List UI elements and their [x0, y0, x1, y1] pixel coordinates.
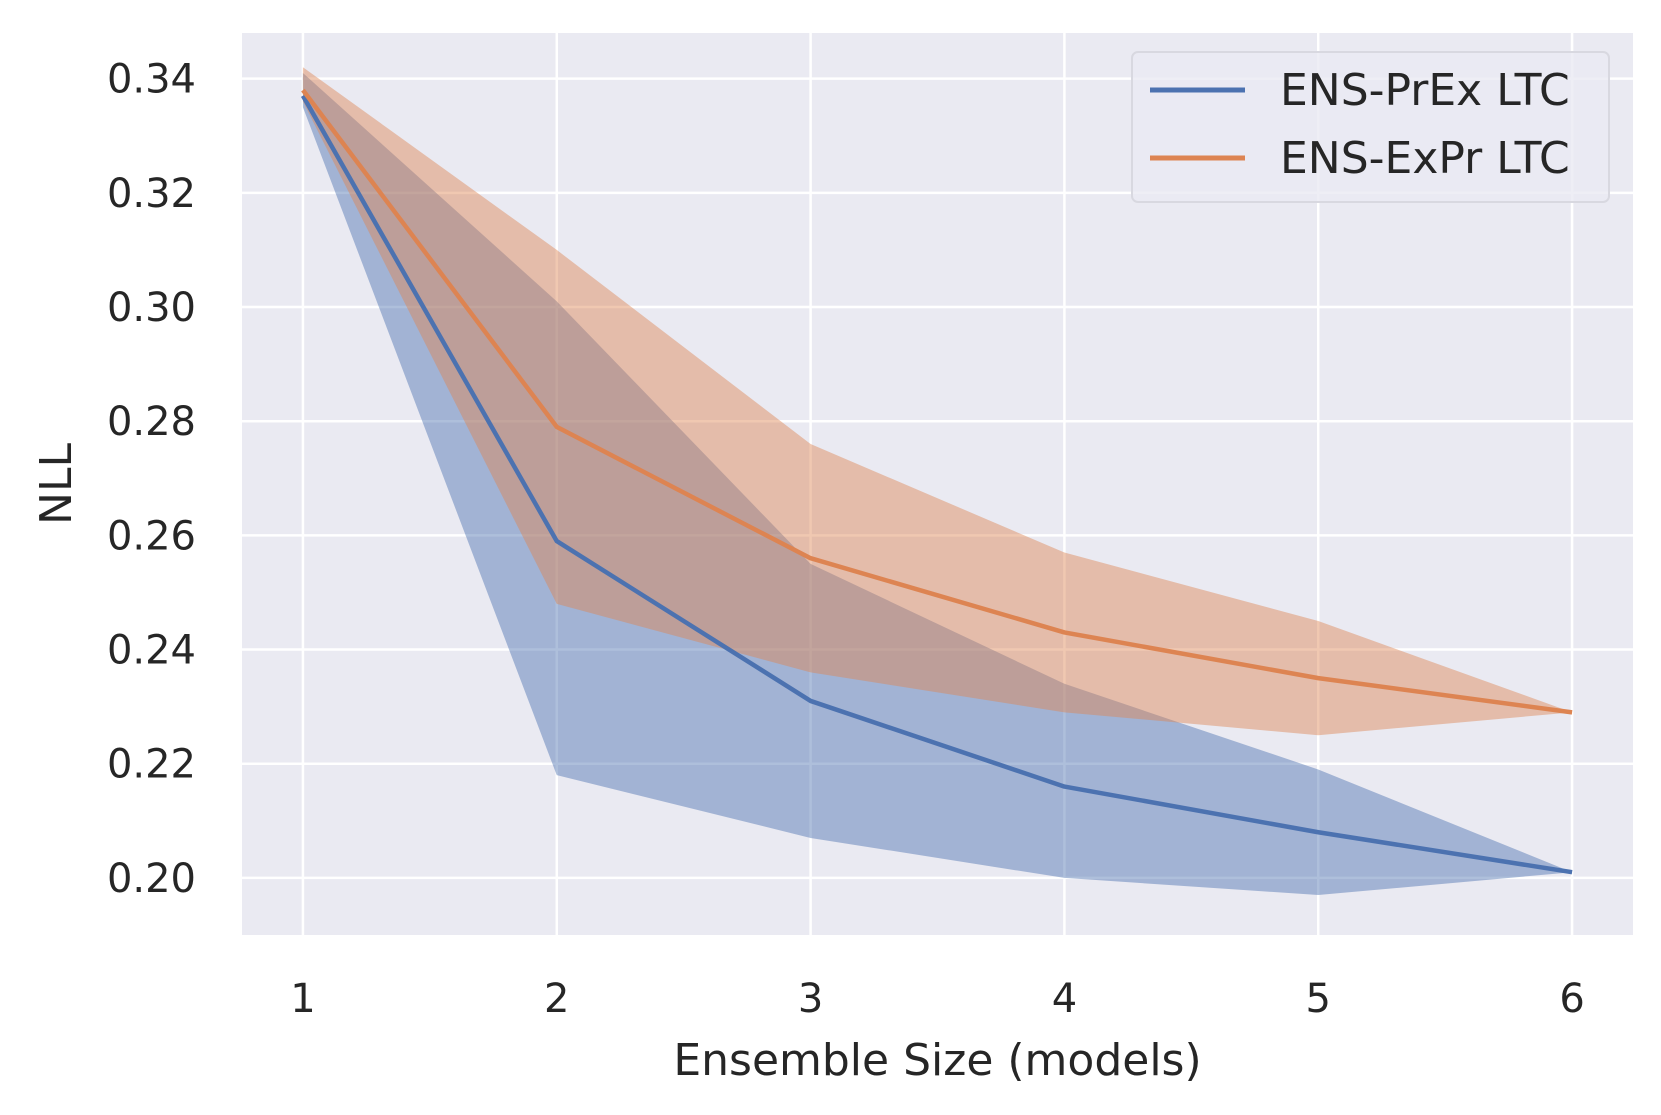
y-tick-labels: 0.20 0.22 0.24 0.26 0.28 0.30 0.32 0.34: [107, 57, 196, 902]
confidence-band-prex: [302, 72, 1573, 896]
legend-box: [1131, 51, 1610, 203]
y-tick-label: 0.28: [107, 399, 196, 445]
legend-label: ENS-PrEx LTC: [1280, 65, 1570, 116]
legend: ENS-PrEx LTC ENS-ExPr LTC: [1131, 51, 1610, 203]
confidence-band-expr: [302, 67, 1573, 736]
y-tick-label: 0.32: [107, 171, 196, 217]
x-tick-label: 2: [544, 976, 569, 1022]
y-tick-label: 0.20: [107, 856, 196, 902]
x-tick-labels: 1 2 3 4 5 6: [290, 976, 1585, 1022]
x-tick-label: 4: [1052, 976, 1077, 1022]
y-tick-label: 0.30: [107, 285, 196, 331]
y-tick-label: 0.34: [107, 57, 196, 103]
x-tick-label: 5: [1306, 976, 1331, 1022]
x-axis-title: Ensemble Size (models): [673, 1035, 1201, 1086]
x-tick-label: 3: [798, 976, 823, 1022]
series-line-expr: [301, 88, 1573, 715]
series-line-prex: [300, 94, 1573, 875]
legend-label: ENS-ExPr LTC: [1280, 133, 1570, 184]
y-tick-label: 0.24: [107, 628, 196, 674]
y-tick-label: 0.26: [107, 513, 196, 559]
x-tick-label: 6: [1559, 976, 1584, 1022]
y-axis-title: NLL: [31, 443, 82, 525]
x-tick-label: 1: [290, 976, 315, 1022]
confidence-bands: [302, 67, 1573, 896]
y-tick-label: 0.22: [107, 742, 196, 788]
grid-lines: [242, 33, 1633, 935]
series-lines: [300, 88, 1573, 875]
